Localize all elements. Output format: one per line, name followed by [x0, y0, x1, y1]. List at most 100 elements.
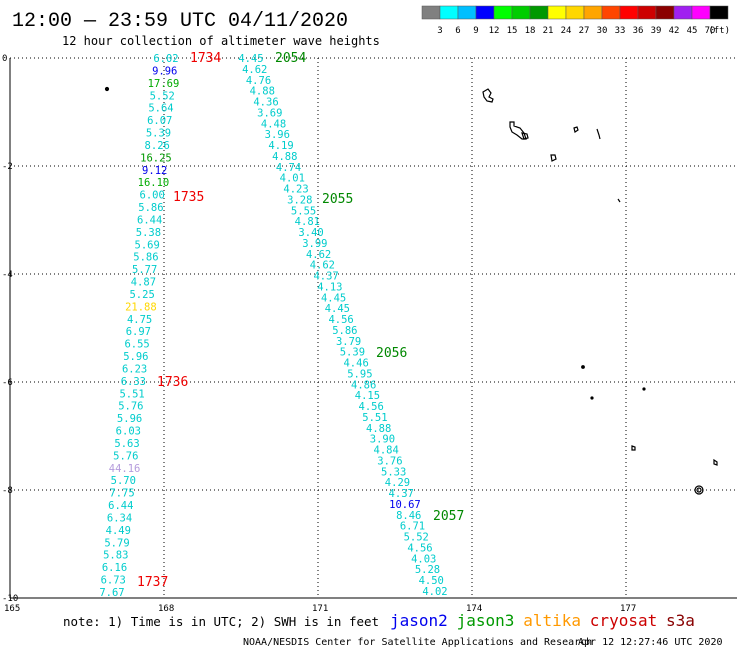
wave-height-value: 16.25: [140, 152, 172, 164]
wave-height-value: 4.56: [407, 542, 432, 554]
wave-height-value: 3.90: [370, 434, 395, 446]
wave-height-value: 6.16: [102, 562, 127, 574]
wave-height-value: 4.37: [313, 271, 338, 283]
colorbar-unit: (ft): [708, 26, 730, 36]
wave-height-value: 8.46: [396, 510, 421, 522]
island-icon: [104, 86, 110, 92]
wave-height-value: 6.73: [101, 575, 126, 587]
wave-height-value: 6.55: [124, 339, 149, 351]
island-icon: [550, 154, 557, 162]
wave-height-value: 5.39: [340, 347, 365, 359]
wave-height-value: 6.07: [147, 115, 172, 127]
wave-height-value: 5.28: [415, 564, 440, 576]
wave-height-value: 4.29: [385, 477, 410, 489]
wave-height-value: 3.28: [287, 194, 312, 206]
legend-entry: jason3: [457, 611, 515, 630]
wave-height-value: 4.02: [422, 586, 447, 598]
wave-height-value: 4.50: [419, 575, 444, 587]
wave-height-value: 5.38: [136, 227, 161, 239]
colorbar-swatch: [421, 5, 441, 20]
wave-height-value: 9.96: [152, 65, 177, 77]
wave-height-value: 4.49: [106, 525, 131, 537]
wave-height-value: 4.86: [351, 379, 376, 391]
longitude-tick-label: 177: [620, 604, 636, 614]
wave-height-value: 5.76: [113, 450, 138, 462]
wave-height-value: 3.76: [377, 455, 402, 467]
latitude-tick-label: 0: [2, 54, 7, 64]
island-icon: [617, 198, 621, 203]
wave-height-value: 4.45: [238, 53, 263, 65]
latitude-tick-label: -10: [2, 594, 18, 604]
wave-height-value: 4.88: [366, 423, 391, 435]
wave-height-value: 5.96: [117, 413, 142, 425]
wave-height-value: 4.56: [328, 314, 353, 326]
colorbar-tick-label: 15: [507, 26, 518, 36]
wave-height-value: 5.39: [146, 128, 171, 140]
wave-height-value: 5.69: [135, 239, 160, 251]
wave-height-value: 3.79: [336, 336, 361, 348]
wave-height-value: 4.23: [283, 184, 308, 196]
wave-height-value: 7.67: [99, 587, 124, 599]
legend-entry: altika: [523, 611, 581, 630]
wave-height-value: 5.52: [150, 90, 175, 102]
wave-height-value: 5.96: [123, 351, 148, 363]
wave-height-value: 4.37: [389, 488, 414, 500]
island-icon: [590, 396, 594, 400]
colorbar-tick-label: 42: [669, 26, 680, 36]
wave-height-value: 4.46: [343, 358, 368, 370]
wave-height-value: 4.19: [268, 140, 293, 152]
wave-height-value: 4.76: [246, 75, 271, 87]
satellite-legend: jason2 jason3 altika cryosat s3a: [390, 611, 695, 630]
island-outlines: [104, 86, 718, 495]
wave-height-value: 4.62: [306, 249, 331, 261]
wave-height-value: 6.33: [121, 376, 146, 388]
wave-height-value: 5.33: [381, 466, 406, 478]
colorbar-swatch: [637, 5, 657, 20]
colorbar-tick-label: 36: [633, 26, 644, 36]
wave-height-value: 4.74: [276, 162, 301, 174]
wave-height-value: 5.63: [114, 438, 139, 450]
colorbar-swatch: [673, 5, 693, 20]
colorbar-tick-label: 21: [543, 26, 554, 36]
map-grid: [9, 57, 737, 599]
wave-height-value: 5.25: [129, 289, 154, 301]
legend-entry: s3a: [666, 611, 695, 630]
wave-height-value: 6.44: [108, 500, 133, 512]
wave-height-value: 21.88: [125, 301, 157, 313]
wave-height-value: 10.67: [389, 499, 421, 511]
island-icon: [694, 485, 704, 495]
colorbar-tick-label: 12: [489, 26, 500, 36]
wave-height-value: 6.02: [153, 53, 178, 65]
island-icon: [713, 458, 718, 466]
colorbar-tick-label: 30: [597, 26, 608, 36]
colorbar: 3 6 9 12 15 18 21 24 27 30 33 36 39 42 45 70(ft): [421, 5, 730, 36]
colorbar-swatch: [655, 5, 675, 20]
wave-height-value: 5.86: [133, 252, 158, 264]
wave-height-value: 4.62: [310, 260, 335, 272]
colorbar-swatch: [583, 5, 603, 20]
pass-time-label: 1734: [190, 51, 221, 66]
wave-height-value: 4.45: [321, 292, 346, 304]
legend-entry: cryosat: [590, 611, 657, 630]
cryosat-track-values: 6.029.9617.695.525.646.075.398.2616.259.…: [99, 53, 179, 599]
pass-time-label: 2057: [433, 509, 464, 524]
pass-time-label: 2056: [376, 346, 407, 361]
colorbar-swatch: [493, 5, 513, 20]
wave-height-value: 4.03: [411, 553, 436, 565]
wave-height-value: 5.64: [148, 103, 173, 115]
island-icon: [573, 126, 579, 133]
colorbar-tick-label: 70: [705, 26, 716, 36]
longitude-tick-label: 171: [312, 604, 328, 614]
footer-credit: NOAA/NESDIS Center for Satellite Applica…: [243, 637, 592, 648]
wave-height-value: 4.15: [355, 390, 380, 402]
wave-height-value: 5.76: [118, 401, 143, 413]
colorbar-swatch: [439, 5, 459, 20]
latitude-tick-label: -2: [2, 162, 13, 172]
wave-height-value: 5.83: [103, 550, 128, 562]
wave-height-value: 6.03: [116, 426, 141, 438]
wave-height-value: 5.95: [347, 368, 372, 380]
wave-height-value: 6.34: [107, 512, 132, 524]
wave-height-value: 4.01: [280, 173, 305, 185]
